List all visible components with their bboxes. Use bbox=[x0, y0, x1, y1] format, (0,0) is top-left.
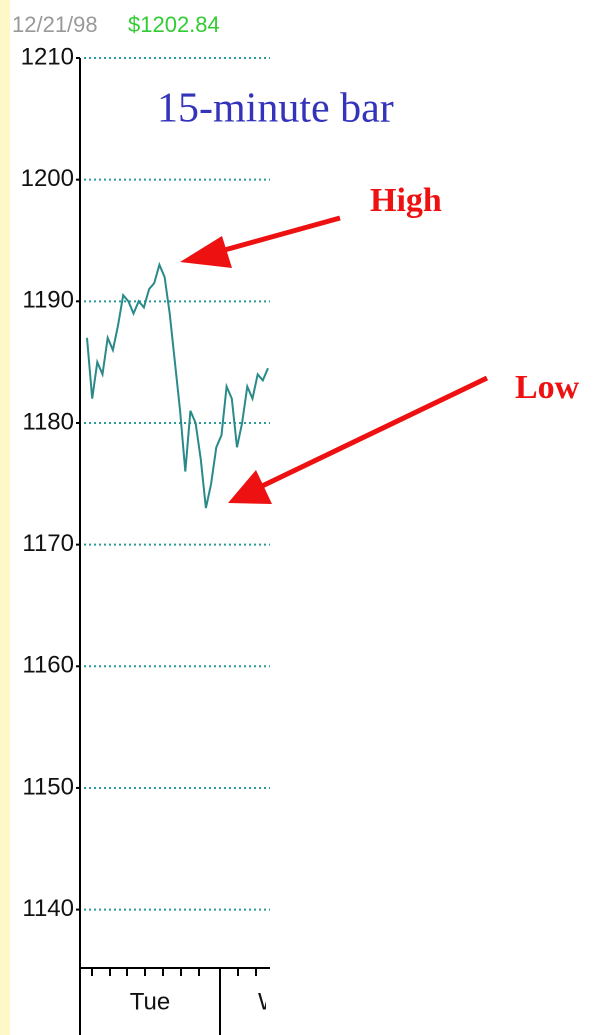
left-strip bbox=[0, 0, 10, 1035]
y-tick-label: 1170 bbox=[22, 530, 74, 557]
x-tick-label: W bbox=[258, 988, 281, 1015]
arrow-low-head bbox=[228, 470, 272, 504]
y-tick-label: 1140 bbox=[22, 895, 74, 922]
y-tick-label: 1180 bbox=[22, 408, 74, 435]
y-tick-label: 1150 bbox=[22, 773, 74, 800]
chart-title: 15-minute bar bbox=[157, 86, 394, 132]
y-tick-label: 1200 bbox=[21, 165, 74, 192]
arrow-low bbox=[256, 375, 489, 491]
y-tick-label: 1210 bbox=[21, 43, 74, 70]
header-date: 12/21/98 bbox=[12, 12, 98, 37]
header-price: $1202.84 bbox=[128, 12, 220, 37]
x-tick-label: Tue bbox=[130, 988, 170, 1015]
y-tick-label: 1160 bbox=[22, 652, 74, 679]
arrow-high-head bbox=[180, 236, 232, 268]
annotation-high: High bbox=[370, 182, 442, 219]
y-tick-label: 1190 bbox=[22, 287, 74, 314]
annotation-low: Low bbox=[515, 369, 580, 406]
price-line bbox=[86, 261, 269, 509]
arrow-high bbox=[209, 215, 341, 257]
